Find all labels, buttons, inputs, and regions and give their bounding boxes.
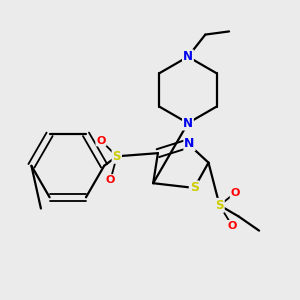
Text: O: O bbox=[106, 175, 115, 185]
Text: O: O bbox=[231, 188, 240, 198]
Text: S: S bbox=[112, 150, 121, 163]
Text: S: S bbox=[215, 199, 224, 212]
Text: N: N bbox=[184, 137, 195, 150]
Text: N: N bbox=[183, 50, 193, 63]
Text: N: N bbox=[183, 117, 193, 130]
Text: O: O bbox=[96, 136, 106, 146]
Text: O: O bbox=[227, 221, 237, 231]
Text: S: S bbox=[190, 182, 199, 194]
